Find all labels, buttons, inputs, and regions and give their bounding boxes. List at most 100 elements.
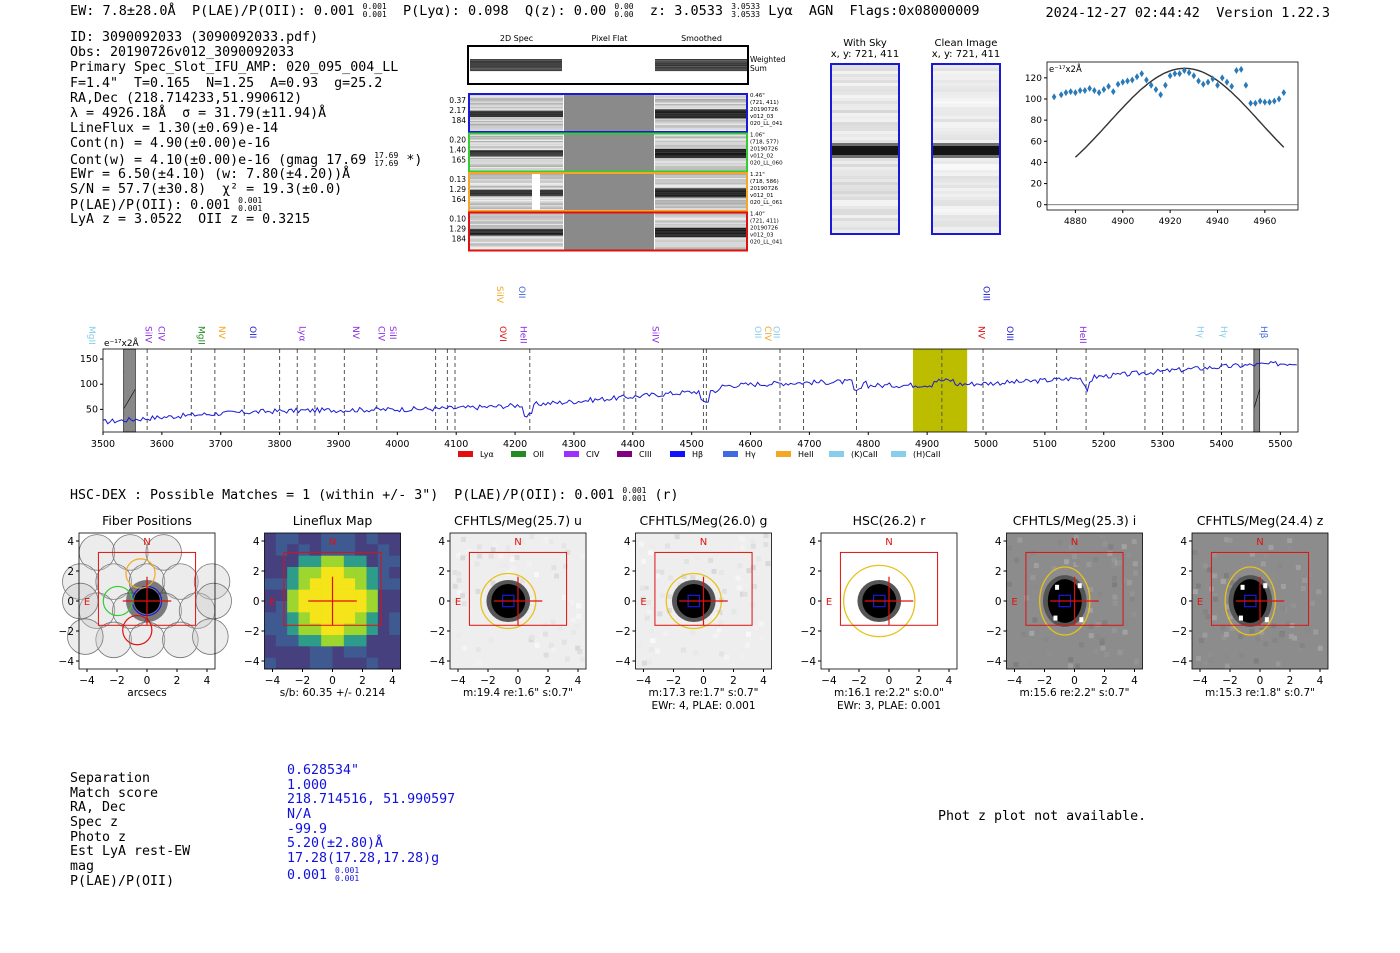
lineflux-pixel xyxy=(343,646,356,658)
weighted-band xyxy=(655,59,747,61)
spec-row-band xyxy=(470,137,563,139)
spec-xtick-label: 4300 xyxy=(562,439,586,450)
zoom-data-point xyxy=(1115,80,1121,88)
noise-pixel xyxy=(1286,546,1292,552)
spec-row-band xyxy=(470,194,563,197)
image-row xyxy=(832,179,898,183)
lineflux-pixel xyxy=(298,567,311,579)
spec-row-band xyxy=(655,101,747,103)
lineflux-pixel xyxy=(355,567,367,579)
zoom-data-point xyxy=(1144,76,1149,84)
spec-row-band xyxy=(655,207,747,210)
noise-pixel xyxy=(647,609,653,615)
image-row xyxy=(832,119,898,123)
lineflux-pixel xyxy=(366,533,379,545)
lineflux-pixel xyxy=(264,646,277,658)
noise-pixel xyxy=(1086,562,1092,568)
noise-pixel xyxy=(716,627,722,633)
noise-pixel xyxy=(461,536,467,542)
noise-pixel xyxy=(498,553,504,559)
zoom-data-point xyxy=(1253,99,1258,107)
lineflux-pixel xyxy=(298,657,311,670)
weighted-band xyxy=(655,62,747,64)
weighted-band xyxy=(470,68,562,70)
lineflux-pixel xyxy=(332,657,345,670)
lineflux-pixel xyxy=(264,533,277,545)
noise-pixel xyxy=(643,580,649,586)
zoom-data-point xyxy=(1058,91,1064,99)
cutout-ytick-label: 4 xyxy=(995,536,1002,548)
noise-pixel xyxy=(660,593,666,599)
spec-row-band xyxy=(470,101,563,103)
lineflux-pixel xyxy=(264,578,277,590)
noise-pixel xyxy=(1297,646,1303,652)
noise-pixel xyxy=(662,630,668,636)
spec-row-band xyxy=(655,233,747,235)
lineflux-pixel xyxy=(275,612,288,624)
noise-pixel xyxy=(561,543,567,549)
lineflux-pixel xyxy=(298,578,311,590)
zoom-data-point xyxy=(1281,89,1287,97)
lineflux-pixel xyxy=(264,612,277,624)
clean-coords: x, y: 721, 411 xyxy=(931,49,1001,60)
hsc-dex-line: HSC-DEX : Possible Matches = 1 (within +… xyxy=(70,487,679,504)
spec-row-right: 20190726 xyxy=(750,226,778,232)
spec-row-band xyxy=(655,194,747,197)
noise-pixel xyxy=(1263,553,1269,559)
lineflux-pixel xyxy=(287,635,299,647)
spec-xtick-label: 4800 xyxy=(856,439,880,450)
spec-row-band xyxy=(470,190,563,193)
spec-row-band xyxy=(470,214,563,217)
noise-pixel xyxy=(659,569,665,575)
spec-row-band xyxy=(655,201,747,203)
lineflux-pixel xyxy=(389,646,401,658)
spec-row-right: 20190726 xyxy=(750,147,778,153)
lineflux-pixel xyxy=(377,567,390,579)
image-row xyxy=(933,131,999,135)
noise-pixel xyxy=(655,573,661,579)
lineflux-pixel xyxy=(264,567,277,579)
spec-row-band xyxy=(470,148,563,151)
lineflux-pixel xyxy=(389,623,401,636)
legend-label: (H)CaII xyxy=(913,450,940,459)
weighted-band xyxy=(655,68,747,70)
info-lyaz: LyA z = 3.0522 OII z = 0.3215 xyxy=(70,212,311,228)
noise-pixel xyxy=(750,538,756,544)
cutout-ytick-label: 2 xyxy=(67,566,74,578)
spec-row-band xyxy=(655,113,747,115)
qz-lo: 0.00 xyxy=(614,10,634,19)
cutout-xtick-label: 0 xyxy=(144,675,151,687)
lineflux-pixel xyxy=(355,646,367,658)
line-id-label: OII xyxy=(516,286,526,298)
noise-pixel xyxy=(1270,573,1276,579)
noise-pixel xyxy=(525,547,531,553)
noise-pixel xyxy=(1097,591,1103,597)
spec-row-band xyxy=(655,163,747,165)
image-row xyxy=(933,179,999,183)
cutout-xtick-label: −4 xyxy=(450,675,466,687)
gray-band-hatch xyxy=(1253,388,1261,410)
noise-pixel xyxy=(650,638,656,644)
image-row xyxy=(832,206,898,210)
spec-row-band xyxy=(470,189,563,191)
noise-pixel xyxy=(519,538,525,544)
noise-pixel xyxy=(557,625,563,631)
weighted-band xyxy=(655,60,747,62)
cutout-caption: m:16.1 re:2.2" s:0.0" xyxy=(834,687,944,699)
noise-pixel xyxy=(666,594,672,600)
image-row xyxy=(933,158,999,162)
spec-row-band xyxy=(655,192,747,194)
image-row xyxy=(933,119,999,123)
noise-pixel xyxy=(721,588,727,594)
lineflux-pixel xyxy=(343,533,356,545)
spec-row-band xyxy=(470,142,563,144)
spec-row-band xyxy=(470,187,563,189)
lineflux-pixel xyxy=(355,544,367,556)
full-spectrum-plot: e⁻¹⁷x2Å 50 100 150 3500 3600 3700 3800 3900 4000 4… xyxy=(80,286,1299,459)
lineflux-pixel xyxy=(275,657,288,670)
spec-xtick-label: 5500 xyxy=(1268,439,1292,450)
noise-pixel xyxy=(1211,552,1217,558)
info-plae-hi: 0.001 xyxy=(238,196,263,206)
noise-pixel xyxy=(1095,634,1101,640)
noise-pixel xyxy=(1227,537,1233,543)
